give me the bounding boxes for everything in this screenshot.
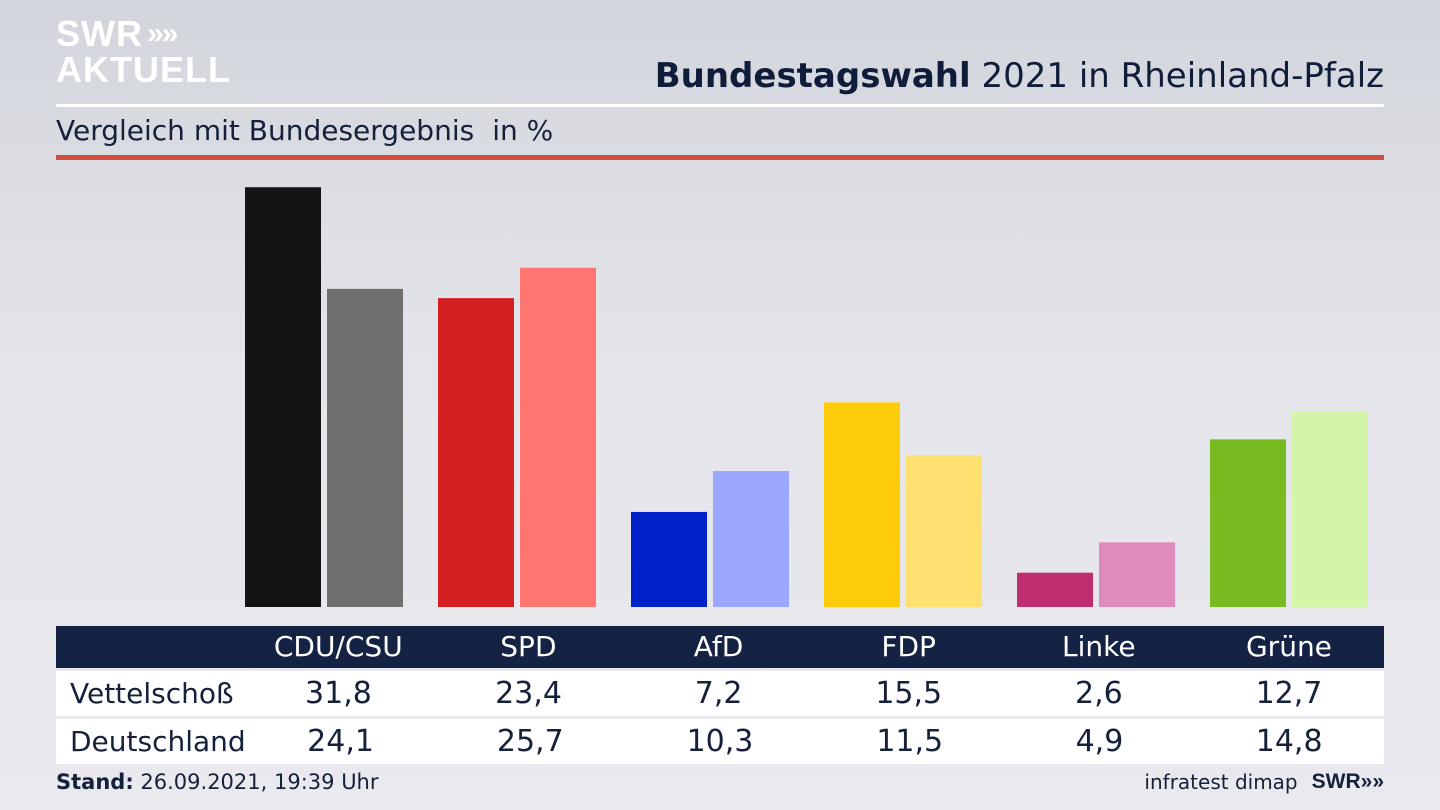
- table-cell: 31,8: [305, 676, 372, 711]
- subtitle-divider: [56, 155, 1384, 160]
- table-cell: 24,1: [307, 724, 374, 759]
- unit-label: in %: [492, 114, 554, 147]
- bar-deutschland-0: [327, 288, 403, 607]
- source-credit: infratest dimap SWR»»: [1144, 770, 1384, 794]
- table-row-deutschland: Deutschland 24,1 25,7 10,3 11,5 4,9 14,8: [56, 719, 1384, 764]
- table-cell: 4,9: [1075, 724, 1124, 759]
- results-table: CDU/CSU SPD AfD FDP Linke Grüne Vettelschoß 3…: [56, 626, 1384, 764]
- table-cell: 11,5: [876, 724, 944, 759]
- table-cell: 12,7: [1255, 676, 1323, 711]
- logo-swr-text: SWR: [56, 13, 143, 54]
- table-cell: 25,7: [496, 724, 564, 759]
- chart-title: Bundestagswahl 2021 in Rheinland-Pfalz: [655, 56, 1384, 96]
- stand-value: 26.09.2021, 19:39 Uhr: [140, 770, 379, 794]
- title-divider: [56, 104, 1384, 107]
- bar-vettelschoss-0: [245, 187, 321, 608]
- bar-deutschland-1: [520, 267, 596, 607]
- stand-label: Stand:: [56, 770, 134, 794]
- title-bold: Bundestagswahl: [654, 56, 971, 96]
- chart-subtitle: Vergleich mit Bundesergebnis in %: [56, 114, 553, 147]
- subtitle-text: Vergleich mit Bundesergebnis: [56, 114, 475, 147]
- column-header: SPD: [500, 630, 557, 663]
- bar-chart: [245, 187, 1368, 608]
- logo-aktuell-text: AKTUELL: [56, 49, 231, 90]
- table-cell: 14,8: [1255, 724, 1323, 759]
- column-header: FDP: [881, 630, 936, 663]
- bar-vettelschoss-1: [438, 298, 514, 607]
- bar-deutschland-2: [713, 471, 789, 607]
- bar-deutschland-4: [1099, 542, 1175, 607]
- row-label: Vettelschoß: [70, 677, 234, 710]
- column-header: Linke: [1062, 630, 1136, 663]
- bar-deutschland-3: [906, 455, 982, 607]
- column-header: AfD: [693, 630, 744, 663]
- swr-aktuell-logo: SWR»» AKTUELL: [56, 16, 231, 88]
- table-cell: 23,4: [495, 676, 562, 711]
- bar-vettelschoss-5: [1210, 439, 1286, 607]
- table-header-row: CDU/CSU SPD AfD FDP Linke Grüne: [56, 626, 1384, 668]
- table-cell: 7,2: [694, 676, 743, 711]
- row-label: Deutschland: [70, 725, 246, 758]
- bar-vettelschoss-2: [631, 511, 707, 607]
- bar-vettelschoss-3: [824, 402, 900, 607]
- table-row-vettelschoss: Vettelschoß 31,8 23,4 7,2 15,5 2,6 12,7: [56, 671, 1384, 716]
- table-cell: 15,5: [875, 676, 943, 711]
- bar-deutschland-5: [1292, 411, 1368, 607]
- bar-vettelschoss-4: [1017, 572, 1093, 607]
- column-header: CDU/CSU: [273, 630, 403, 663]
- swr-footer-logo: SWR»»: [1311, 770, 1384, 793]
- title-rest: 2021 in Rheinland-Pfalz: [981, 56, 1384, 96]
- table-cell: 10,3: [686, 724, 754, 759]
- timestamp: Stand: 26.09.2021, 19:39 Uhr: [56, 770, 379, 794]
- table-cell: 2,6: [1074, 676, 1123, 711]
- source-text: infratest dimap: [1144, 770, 1298, 794]
- column-header: Grüne: [1245, 630, 1332, 663]
